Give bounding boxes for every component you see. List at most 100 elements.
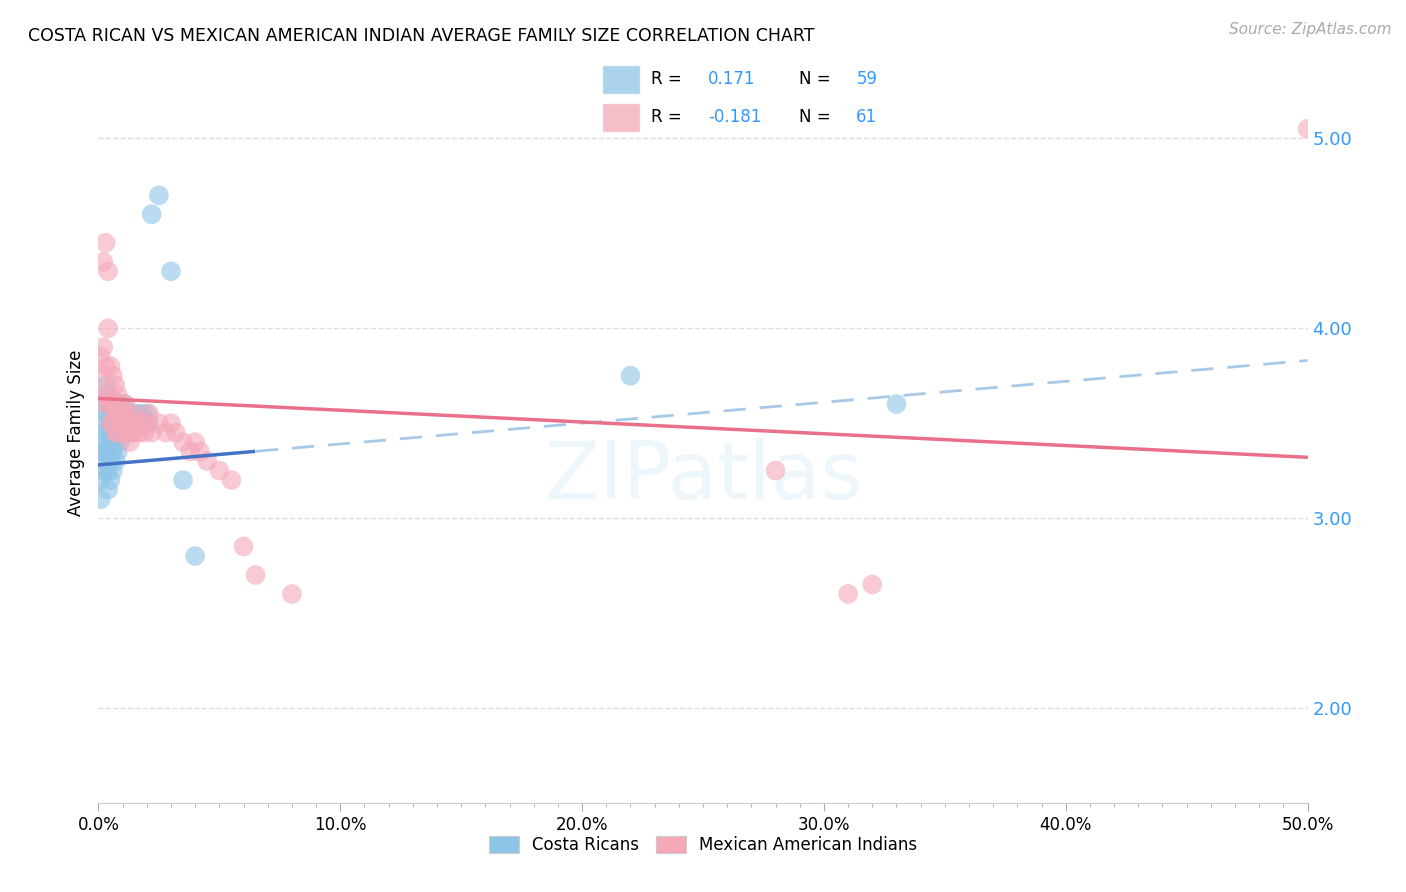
Point bbox=[101, 397, 124, 411]
Point bbox=[100, 435, 122, 450]
Point bbox=[117, 425, 139, 440]
Bar bbox=[602, 65, 640, 94]
Point bbox=[94, 397, 117, 411]
Point bbox=[91, 368, 114, 383]
Point bbox=[124, 425, 146, 440]
Text: Source: ZipAtlas.com: Source: ZipAtlas.com bbox=[1229, 22, 1392, 37]
Point bbox=[97, 387, 120, 401]
Point bbox=[886, 397, 908, 411]
Point bbox=[101, 464, 124, 478]
Point bbox=[117, 407, 139, 421]
Point bbox=[619, 368, 641, 383]
Point bbox=[138, 407, 160, 421]
Text: R =: R = bbox=[651, 108, 688, 126]
Point bbox=[188, 444, 211, 458]
Point bbox=[101, 425, 124, 440]
Point bbox=[111, 425, 134, 440]
Point bbox=[131, 416, 153, 430]
Text: -0.181: -0.181 bbox=[709, 108, 762, 126]
Point bbox=[135, 416, 157, 430]
Point bbox=[117, 425, 139, 440]
Point bbox=[160, 416, 183, 430]
Point bbox=[765, 464, 787, 478]
Point bbox=[107, 407, 129, 421]
Point bbox=[107, 444, 129, 458]
Point bbox=[165, 425, 187, 440]
Point bbox=[107, 425, 129, 440]
Point bbox=[135, 407, 157, 421]
Bar bbox=[602, 103, 640, 132]
Point bbox=[94, 235, 117, 250]
Text: ZIPatlas: ZIPatlas bbox=[544, 438, 862, 516]
Point bbox=[90, 350, 112, 364]
Point bbox=[90, 473, 112, 487]
Point bbox=[138, 416, 160, 430]
Point bbox=[108, 416, 131, 430]
Point bbox=[127, 416, 149, 430]
Point bbox=[91, 425, 114, 440]
Y-axis label: Average Family Size: Average Family Size bbox=[66, 350, 84, 516]
Point bbox=[104, 435, 127, 450]
Point bbox=[97, 483, 120, 497]
Point bbox=[114, 397, 136, 411]
Point bbox=[107, 407, 129, 421]
Point bbox=[131, 407, 153, 421]
Point bbox=[114, 416, 136, 430]
Point bbox=[97, 444, 120, 458]
Point bbox=[101, 416, 124, 430]
Point bbox=[121, 407, 143, 421]
Point bbox=[100, 416, 122, 430]
Point bbox=[91, 464, 114, 478]
Point bbox=[104, 407, 127, 421]
Point bbox=[245, 568, 267, 582]
Point bbox=[1296, 121, 1319, 136]
Point bbox=[118, 416, 141, 430]
Point bbox=[90, 444, 112, 458]
Point bbox=[97, 464, 120, 478]
Point bbox=[94, 454, 117, 468]
Point bbox=[104, 454, 127, 468]
Point bbox=[100, 416, 122, 430]
Point bbox=[101, 407, 124, 421]
Point bbox=[155, 425, 177, 440]
Point bbox=[148, 416, 170, 430]
Point bbox=[128, 416, 150, 430]
Point bbox=[184, 549, 207, 563]
Point bbox=[90, 491, 112, 506]
Point bbox=[91, 254, 114, 268]
Point bbox=[127, 407, 149, 421]
Point bbox=[91, 340, 114, 354]
Text: 61: 61 bbox=[856, 108, 877, 126]
Point bbox=[107, 425, 129, 440]
Point bbox=[94, 435, 117, 450]
Text: 0.171: 0.171 bbox=[709, 70, 755, 88]
Point bbox=[100, 454, 122, 468]
Point bbox=[94, 397, 117, 411]
Point bbox=[101, 444, 124, 458]
Point bbox=[104, 397, 127, 411]
Point bbox=[118, 435, 141, 450]
Point bbox=[97, 425, 120, 440]
Point bbox=[121, 425, 143, 440]
Point bbox=[104, 416, 127, 430]
Point bbox=[111, 425, 134, 440]
Point bbox=[114, 397, 136, 411]
Point bbox=[148, 188, 170, 202]
Point bbox=[195, 454, 218, 468]
Text: R =: R = bbox=[651, 70, 688, 88]
Point bbox=[134, 425, 156, 440]
Point bbox=[94, 359, 117, 374]
Point bbox=[124, 407, 146, 421]
Point bbox=[108, 397, 131, 411]
Point bbox=[97, 321, 120, 335]
Text: N =: N = bbox=[799, 70, 837, 88]
Point bbox=[184, 435, 207, 450]
Text: COSTA RICAN VS MEXICAN AMERICAN INDIAN AVERAGE FAMILY SIZE CORRELATION CHART: COSTA RICAN VS MEXICAN AMERICAN INDIAN A… bbox=[28, 27, 814, 45]
Point bbox=[108, 435, 131, 450]
Point bbox=[111, 407, 134, 421]
Point bbox=[134, 416, 156, 430]
Point bbox=[94, 378, 117, 392]
Point bbox=[91, 407, 114, 421]
Text: 59: 59 bbox=[856, 70, 877, 88]
Point bbox=[118, 416, 141, 430]
